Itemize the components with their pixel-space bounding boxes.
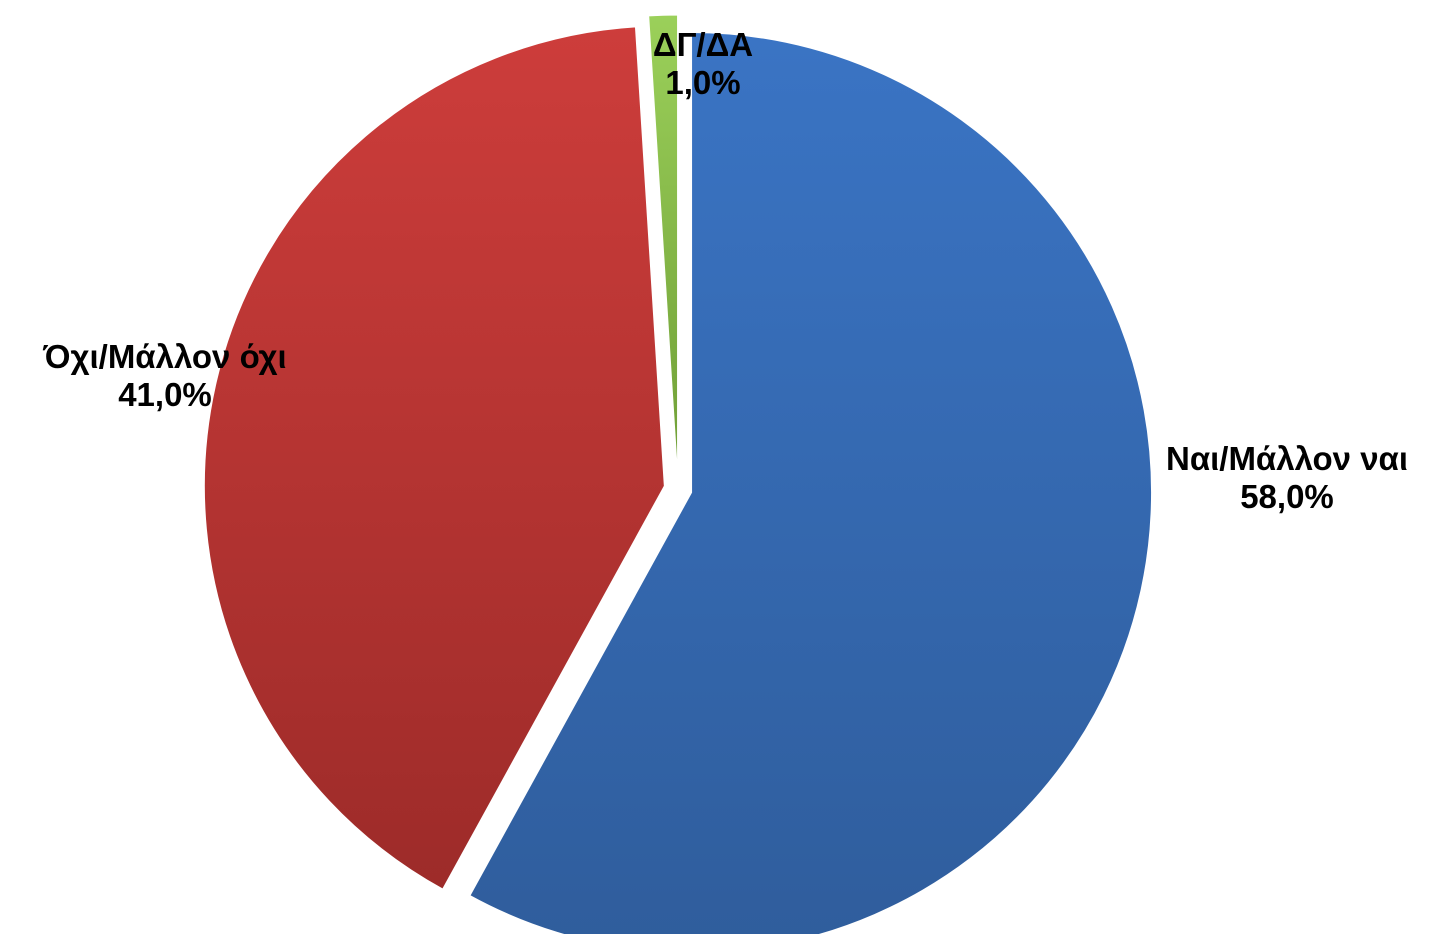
slice-label-no: Όχι/Μάλλον όχι bbox=[42, 338, 286, 375]
slice-label-dk: ΔΓ/ΔΑ bbox=[653, 26, 753, 63]
pie-slice-yes bbox=[469, 31, 1152, 934]
slice-value-dk: 1,0% bbox=[665, 64, 740, 101]
pie-slice-no bbox=[203, 26, 665, 890]
slice-value-no: 41,0% bbox=[118, 376, 212, 413]
slice-value-yes: 58,0% bbox=[1240, 478, 1334, 515]
pie-slices bbox=[203, 14, 1152, 934]
slice-label-yes: Ναι/Μάλλον ναι bbox=[1166, 440, 1408, 477]
pie-slice-dk bbox=[648, 14, 679, 476]
